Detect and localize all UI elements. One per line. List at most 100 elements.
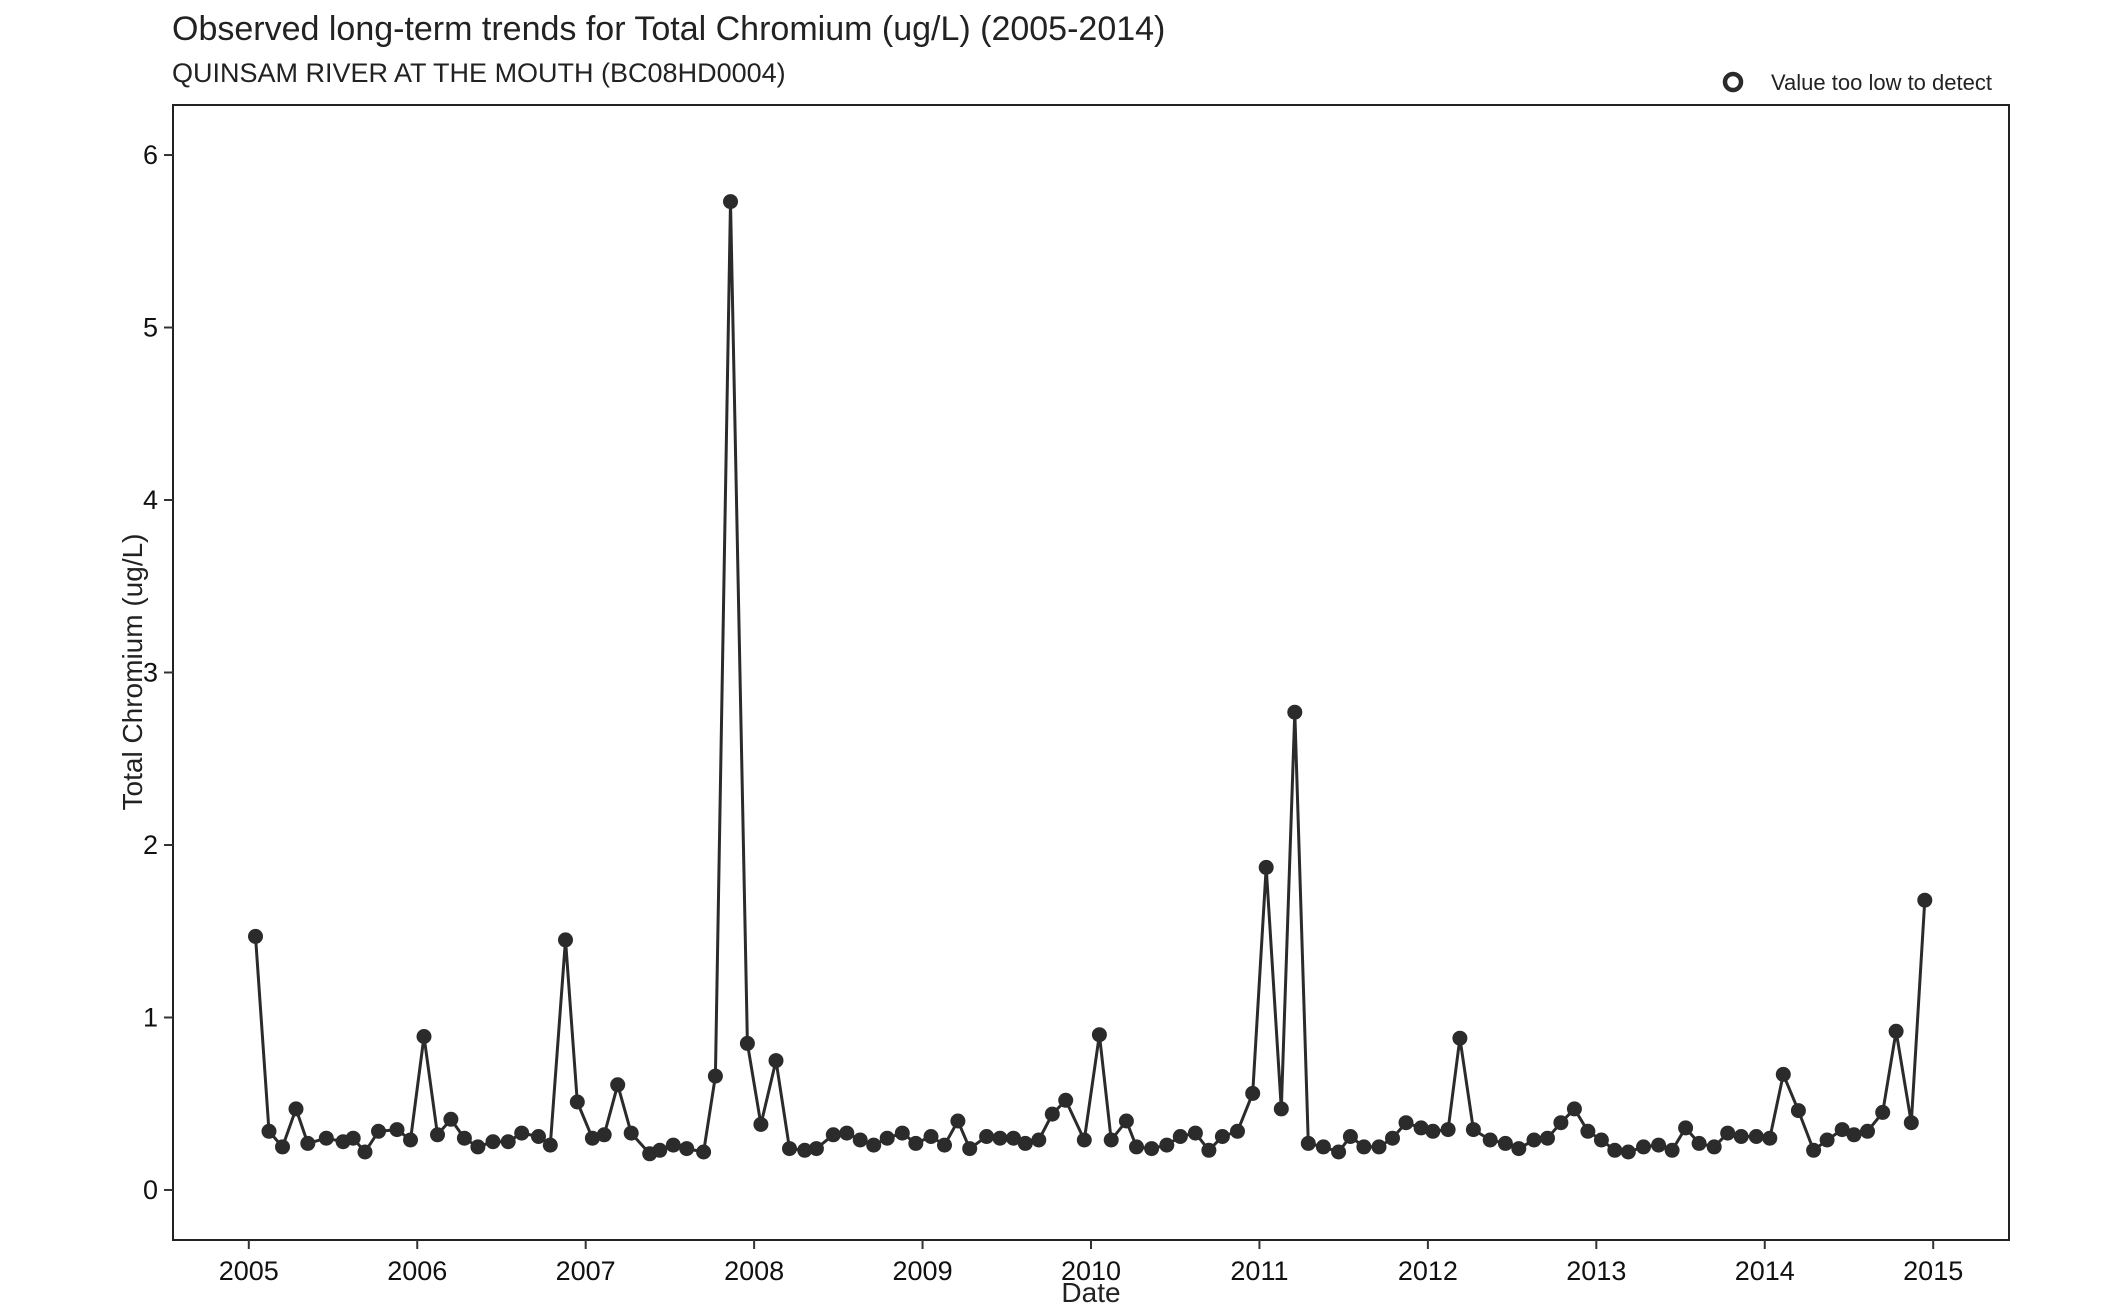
- data-point: [797, 1142, 813, 1158]
- data-point: [1044, 1106, 1060, 1122]
- data-point: [1385, 1130, 1400, 1146]
- legend-marker-open-circle: [1722, 71, 1744, 93]
- data-point: [443, 1111, 459, 1127]
- data-point: [1917, 892, 1933, 908]
- data-point: [416, 1029, 432, 1044]
- data-point: [923, 1129, 939, 1144]
- data-point: [1790, 1103, 1806, 1119]
- data-point: [1651, 1137, 1667, 1153]
- x-tick-label: 2015: [1903, 1256, 1963, 1286]
- data-point: [679, 1141, 695, 1157]
- data-point: [623, 1125, 639, 1141]
- y-tick-label: 0: [143, 1175, 158, 1205]
- data-point: [1526, 1132, 1542, 1148]
- data-point: [1636, 1139, 1651, 1155]
- data-point: [357, 1144, 373, 1160]
- data-point: [1129, 1139, 1144, 1155]
- data-point: [1720, 1125, 1736, 1141]
- data-point: [1664, 1142, 1680, 1158]
- data-point: [696, 1144, 712, 1160]
- data-point: [1201, 1142, 1217, 1158]
- data-point: [937, 1137, 952, 1153]
- data-point: [403, 1132, 418, 1148]
- data-point: [1762, 1130, 1778, 1146]
- data-point: [825, 1127, 841, 1143]
- data-point: [1159, 1137, 1175, 1153]
- data-point: [1691, 1135, 1707, 1151]
- data-point: [1511, 1141, 1527, 1157]
- legend-label: Value too low to detect: [1771, 70, 1992, 95]
- data-point: [852, 1132, 868, 1148]
- data-point: [1398, 1115, 1414, 1131]
- data-point: [1118, 1113, 1134, 1129]
- data-point: [531, 1129, 546, 1144]
- data-point: [318, 1130, 334, 1146]
- data-point: [430, 1127, 445, 1143]
- data-point: [1620, 1144, 1636, 1160]
- data-point: [371, 1123, 386, 1139]
- data-point: [652, 1142, 668, 1158]
- data-point: [1465, 1122, 1481, 1138]
- data-point: [1607, 1142, 1623, 1158]
- data-point: [808, 1141, 824, 1157]
- x-tick-label: 2006: [387, 1256, 447, 1286]
- data-point: [1245, 1085, 1261, 1101]
- data-point: [1846, 1127, 1862, 1143]
- data-point: [288, 1101, 304, 1117]
- plot-frame: [172, 104, 2010, 1241]
- data-point: [1331, 1144, 1347, 1160]
- y-tick-label: 2: [143, 830, 158, 860]
- data-point: [1356, 1139, 1372, 1155]
- data-point: [1566, 1101, 1582, 1117]
- data-point: [345, 1130, 361, 1146]
- x-axis: 2005 2006 2007 2008 2009 2010 2011 2012 2013 2014…: [219, 1240, 1963, 1286]
- data-point: [1706, 1139, 1722, 1155]
- data-point: [1371, 1139, 1387, 1155]
- x-tick-label: 2010: [1061, 1256, 1121, 1286]
- data-point: [1775, 1066, 1791, 1082]
- x-axis-title: Date: [1061, 1277, 1120, 1308]
- data-point: [596, 1127, 612, 1143]
- x-tick-label: 2007: [556, 1256, 616, 1286]
- y-tick-label: 4: [143, 485, 158, 515]
- data-point: [1342, 1129, 1358, 1144]
- data-point: [248, 928, 263, 944]
- data-point: [879, 1130, 895, 1146]
- data-point: [261, 1123, 277, 1139]
- data-point: [894, 1125, 910, 1141]
- data-point: [1497, 1135, 1513, 1151]
- data-point: [456, 1130, 472, 1146]
- data-point: [1748, 1129, 1764, 1144]
- data-point: [1017, 1135, 1033, 1151]
- data-point: [1273, 1101, 1289, 1117]
- data-point: [1860, 1123, 1875, 1139]
- data-point: [1540, 1130, 1555, 1146]
- data-point: [979, 1129, 995, 1144]
- data-point: [1834, 1122, 1850, 1138]
- data-point: [707, 1068, 723, 1084]
- data-point: [1172, 1129, 1188, 1144]
- x-tick-label: 2013: [1566, 1256, 1626, 1286]
- data-point: [300, 1135, 316, 1151]
- y-tick-label: 6: [143, 140, 158, 170]
- x-tick-label: 2014: [1735, 1256, 1795, 1286]
- data-point: [1091, 1027, 1107, 1043]
- data-point: [1258, 859, 1274, 875]
- data-point: [723, 194, 738, 210]
- data-point: [1300, 1135, 1316, 1151]
- data-point: [1888, 1023, 1904, 1039]
- data-point: [485, 1134, 501, 1150]
- data-point: [866, 1137, 882, 1153]
- data-point: [1287, 704, 1303, 720]
- data-point: [1214, 1129, 1230, 1144]
- x-tick-label: 2005: [219, 1256, 279, 1286]
- data-point: [782, 1141, 797, 1157]
- data-point: [1903, 1115, 1919, 1131]
- data-point: [739, 1035, 755, 1051]
- data-point: [569, 1094, 585, 1110]
- data-point: [1580, 1123, 1596, 1139]
- y-tick-label: 5: [143, 313, 158, 343]
- x-tick-label: 2012: [1398, 1256, 1458, 1286]
- data-point: [1031, 1132, 1047, 1148]
